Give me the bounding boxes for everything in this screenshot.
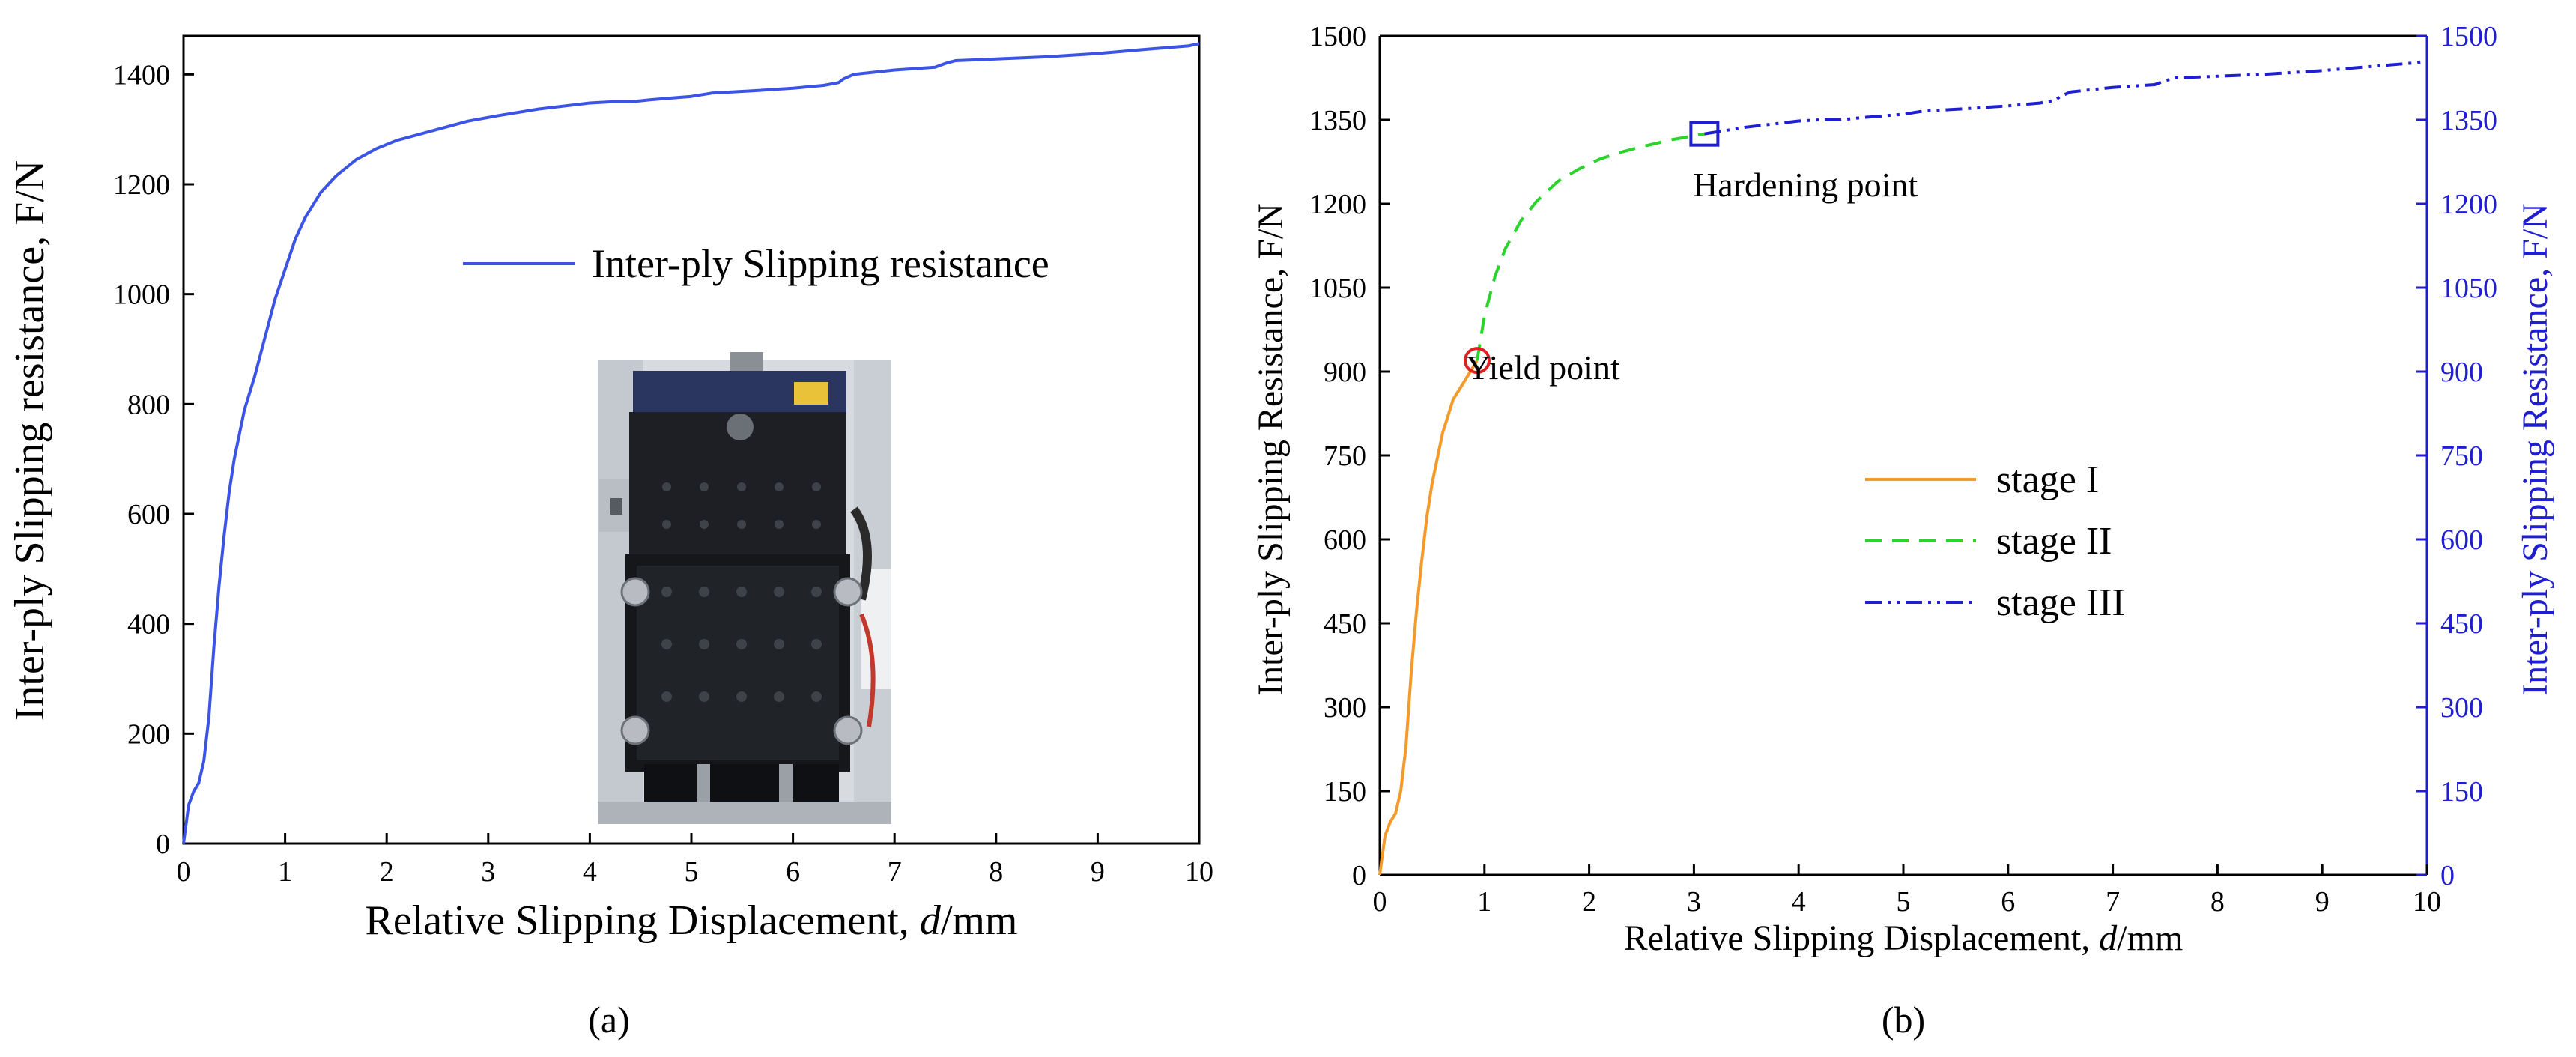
y2-tick-label: 150 [2440,776,2483,808]
x-tick-label: 2 [380,856,394,888]
x-tick-label: 10 [1185,856,1213,888]
panel-a-label: (a) [588,999,630,1041]
y2-tick-label: 1200 [2440,189,2497,220]
x-tick-label: 1 [278,856,292,888]
x-tick-label: 2 [1582,886,1596,918]
panel-b-x-axis-label: Relative Slipping Displacement, d/mm [1624,918,2183,958]
series-line-inter-ply-slipping-resistance [182,42,1200,844]
y-tick-label: 1350 [1309,105,1366,136]
y-tick-label: 800 [127,389,170,420]
x-tick-label: 5 [1897,886,1911,918]
y-tick-label: 450 [1324,608,1366,640]
yield-point-marker [1464,347,1491,375]
y-tick-label: 600 [1324,524,1366,556]
x-tick-label: 4 [1792,886,1806,918]
panel-b-y-ticks: 0 150 300 450 600 750 900 1050 1200 1350 1500 [1309,21,1390,891]
panel-b-y2-axis-label: Inter-ply Slipping Resistance, F/N [2515,203,2555,696]
y2-tick-label: 600 [2440,524,2483,556]
panel-b-chart: 0 1 2 3 4 5 6 7 8 9 10 0 150 300 450 600 750 900 1050 1200… [1251,21,2555,1041]
x-tick-label: 0 [1373,886,1387,918]
x-tick-label: 9 [2315,886,2330,918]
x-tick-label: 8 [2210,886,2225,918]
x-tick-label: 4 [583,856,597,888]
panel-b-series [1378,58,2428,876]
x-tick-label: 9 [1091,856,1105,888]
legend-label-stage-3: stage III [1996,581,2125,624]
x-tick-label: 7 [888,856,902,888]
y-tick-label: 1200 [113,169,170,201]
panel-b-y2-ticks: 0 150 300 450 600 750 900 1050 1200 1350 1500 [2416,21,2497,891]
y2-tick-label: 750 [2440,440,2483,472]
series-line-stage-iii [1704,58,2428,136]
y-tick-label: 750 [1324,440,1366,472]
y2-tick-label: 300 [2440,692,2483,724]
panel-b-y-axis-label: Inter-ply Slipping Resistance, F/N [1251,203,1291,696]
panel-a-chart: 0 1 2 3 4 5 6 7 8 9 10 0 200 400 600 800 1000 1200 1400 I… [7,34,1213,1041]
panel-a-y-axis-label: Inter-ply Slipping resistance, F/N [7,160,53,721]
y-tick-label: 150 [1324,776,1366,808]
y-tick-label: 200 [127,718,170,750]
y-tick-label: 400 [127,609,170,640]
x-tick-label: 1 [1477,886,1491,918]
x-tick-label: 8 [989,856,1003,888]
legend-label-stage-2: stage II [1996,520,2112,563]
series-line-stage-i [1378,360,1479,876]
panel-a-x-axis-label: Relative Slipping Displacement, d/mm [366,897,1018,944]
panel-a-series [182,42,1200,844]
x-tick-label: 7 [2106,886,2120,918]
hardening-point-marker [1689,121,1720,147]
y2-tick-label: 900 [2440,357,2483,388]
x-tick-label: 3 [481,856,495,888]
y2-tick-label: 1050 [2440,273,2497,304]
panel-a-legend-label: Inter-ply Slipping resistance [592,241,1049,286]
y-tick-label: 900 [1324,357,1366,388]
y-tick-label: 1400 [113,59,170,91]
x-tick-label: 5 [685,856,699,888]
legend-label-stage-1: stage I [1996,458,2099,501]
y2-tick-label: 0 [2440,860,2455,891]
y2-tick-label: 1500 [2440,21,2497,52]
hardening-point-label: Hardening point [1693,166,1918,204]
yield-point-label: Yield point [1466,348,1620,387]
y-tick-label: 1050 [1309,273,1366,304]
y-tick-label: 300 [1324,692,1366,724]
y-tick-label: 600 [127,499,170,530]
panel-b-label: (b) [1882,999,1925,1041]
y2-tick-label: 450 [2440,608,2483,640]
series-line-stage-ii [1476,132,1705,361]
panel-b-x-ticks: 0 1 2 3 4 5 6 7 8 9 10 [1373,864,2441,918]
panel-a-y-ticks: 0 200 400 600 800 1000 1200 1400 [113,59,194,860]
y-tick-label: 1200 [1309,189,1366,220]
x-tick-label: 3 [1687,886,1701,918]
y-tick-label: 1500 [1309,21,1366,52]
y-tick-label: 0 [1352,860,1366,891]
panel-a-inset-photo [598,352,891,824]
panel-a-x-ticks: 0 1 2 3 4 5 6 7 8 9 10 [177,833,1213,888]
y-tick-label: 0 [156,829,170,860]
x-tick-label: 6 [2001,886,2015,918]
y-tick-label: 1000 [113,279,170,311]
x-tick-label: 6 [786,856,800,888]
x-tick-label: 10 [2413,886,2441,918]
y2-tick-label: 1350 [2440,105,2497,136]
x-tick-label: 0 [177,856,191,888]
